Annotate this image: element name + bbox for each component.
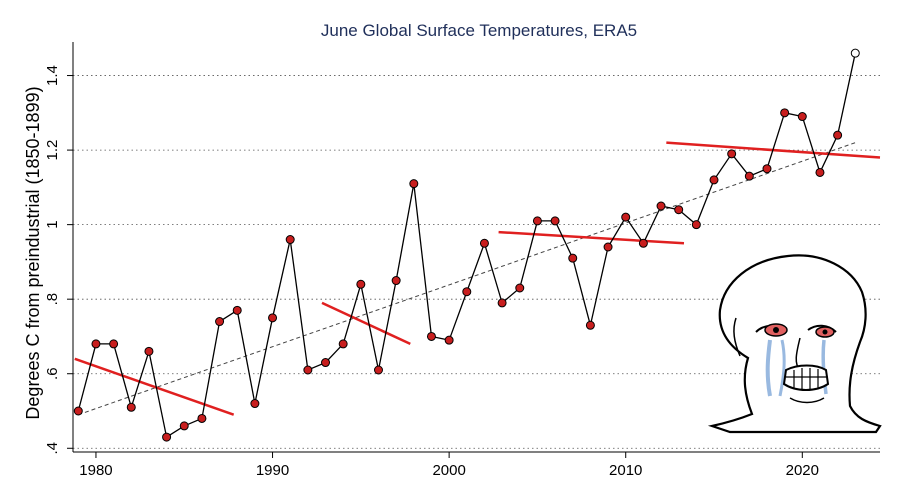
red-segment — [498, 230, 685, 245]
data-point — [444, 335, 454, 345]
data-point — [744, 171, 754, 181]
data-point — [603, 242, 613, 252]
axes — [67, 42, 880, 458]
data-point — [215, 317, 225, 327]
series-line — [77, 53, 856, 439]
data-point — [232, 305, 242, 315]
y-tick-label: 1 — [44, 220, 61, 228]
data-point — [797, 112, 807, 122]
data-point — [674, 205, 684, 215]
data-point — [532, 216, 542, 226]
x-tick-label: 2000 — [432, 462, 465, 479]
data-point — [638, 238, 648, 248]
data-point — [462, 287, 472, 297]
data-point — [373, 365, 383, 375]
data-point — [409, 179, 419, 189]
x-tick-label: 2010 — [609, 462, 642, 479]
data-point — [815, 167, 825, 177]
data-point — [850, 48, 860, 58]
data-point — [250, 399, 260, 409]
red-segment — [321, 301, 411, 346]
y-tick-label: 1.4 — [44, 65, 61, 86]
data-point — [691, 220, 701, 230]
data-point — [91, 339, 101, 349]
data-point — [426, 331, 436, 341]
chart-title: June Global Surface Temperatures, ERA5 — [321, 21, 637, 40]
x-tick-label: 1990 — [256, 462, 289, 479]
data-point — [656, 201, 666, 211]
x-tick-label: 1980 — [79, 462, 112, 479]
data-point — [515, 283, 525, 293]
data-point — [709, 175, 719, 185]
data-point — [833, 130, 843, 140]
data-point — [762, 164, 772, 174]
tick-labels: .4 .6 .8 1 1.2 1.4 1980 1990 2000 2010 2020 — [44, 65, 819, 479]
data-point — [109, 339, 119, 349]
y-axis-label: Degrees C from preindustrial (1850-1899) — [23, 86, 43, 419]
data-point — [73, 406, 83, 416]
trend-dashed-line — [78, 142, 856, 416]
data-point — [356, 279, 366, 289]
red-segment — [74, 357, 235, 416]
data-point — [126, 402, 136, 412]
trend-line — [78, 142, 856, 416]
data-point — [391, 276, 401, 286]
data-point — [585, 320, 595, 330]
data-point — [285, 235, 295, 245]
data-point — [144, 346, 154, 356]
y-tick-label: 1.2 — [44, 140, 61, 161]
data-point — [727, 149, 737, 159]
data-point — [550, 216, 560, 226]
data-series — [73, 48, 860, 442]
data-point — [780, 108, 790, 118]
data-point — [321, 358, 331, 368]
data-point — [497, 298, 507, 308]
data-point — [568, 253, 578, 263]
y-tick-label: .4 — [44, 442, 61, 455]
data-point — [338, 339, 348, 349]
data-point — [179, 421, 189, 431]
y-tick-label: .8 — [44, 293, 61, 306]
x-tick-label: 2020 — [786, 462, 819, 479]
crying-face-icon — [707, 254, 882, 434]
data-point — [303, 365, 313, 375]
data-point — [162, 432, 172, 442]
y-tick-label: .6 — [44, 367, 61, 380]
data-point — [479, 238, 489, 248]
data-point — [268, 313, 278, 323]
data-point — [197, 413, 207, 423]
data-point — [621, 212, 631, 222]
